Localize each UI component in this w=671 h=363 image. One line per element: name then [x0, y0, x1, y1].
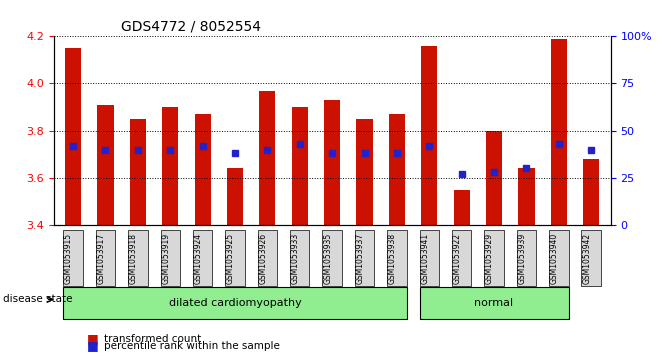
Text: GSM1053917: GSM1053917 [97, 233, 105, 284]
FancyBboxPatch shape [419, 230, 439, 286]
Text: GSM1053918: GSM1053918 [129, 233, 138, 284]
Text: GSM1053919: GSM1053919 [161, 233, 170, 284]
FancyBboxPatch shape [323, 230, 342, 286]
Text: GSM1053929: GSM1053929 [485, 233, 494, 284]
FancyBboxPatch shape [387, 230, 407, 286]
FancyBboxPatch shape [419, 287, 568, 319]
Text: GSM1053941: GSM1053941 [420, 233, 429, 284]
Bar [162, 107, 178, 225]
FancyBboxPatch shape [517, 230, 536, 286]
FancyBboxPatch shape [484, 230, 504, 286]
Text: transformed count: transformed count [104, 334, 201, 344]
Text: GSM1053942: GSM1053942 [582, 233, 591, 284]
Text: GDS4772 / 8052554: GDS4772 / 8052554 [121, 20, 260, 34]
FancyBboxPatch shape [290, 230, 309, 286]
Bar [389, 114, 405, 225]
FancyBboxPatch shape [452, 230, 471, 286]
Bar [454, 190, 470, 225]
FancyBboxPatch shape [63, 287, 407, 319]
FancyBboxPatch shape [96, 230, 115, 286]
Bar [65, 48, 81, 225]
Text: percentile rank within the sample: percentile rank within the sample [104, 341, 280, 351]
Bar [356, 119, 372, 225]
FancyBboxPatch shape [549, 230, 568, 286]
Text: ■: ■ [87, 339, 99, 352]
FancyBboxPatch shape [63, 230, 83, 286]
Text: GSM1053935: GSM1053935 [323, 233, 332, 284]
Text: GSM1053924: GSM1053924 [194, 233, 203, 284]
Text: GSM1053940: GSM1053940 [550, 233, 559, 284]
Text: GSM1053939: GSM1053939 [517, 233, 527, 284]
Bar [421, 46, 437, 225]
FancyBboxPatch shape [582, 230, 601, 286]
Text: GSM1053926: GSM1053926 [258, 233, 267, 284]
Bar [292, 107, 308, 225]
FancyBboxPatch shape [355, 230, 374, 286]
Text: GSM1053937: GSM1053937 [356, 233, 364, 284]
FancyBboxPatch shape [128, 230, 148, 286]
Text: GSM1053925: GSM1053925 [226, 233, 235, 284]
Text: dilated cardiomyopathy: dilated cardiomyopathy [168, 298, 301, 309]
Bar [130, 119, 146, 225]
Text: GSM1053922: GSM1053922 [453, 233, 462, 284]
Text: GSM1053938: GSM1053938 [388, 233, 397, 284]
FancyBboxPatch shape [160, 230, 180, 286]
Text: normal: normal [474, 298, 513, 309]
Text: GSM1053933: GSM1053933 [291, 233, 300, 284]
Text: ■: ■ [87, 332, 99, 345]
Bar [551, 38, 567, 225]
Bar [195, 114, 211, 225]
FancyBboxPatch shape [225, 230, 245, 286]
Text: disease state: disease state [3, 294, 73, 305]
Bar [259, 91, 276, 225]
Bar [486, 131, 502, 225]
Bar [583, 159, 599, 225]
Bar [97, 105, 113, 225]
Bar [227, 168, 243, 225]
FancyBboxPatch shape [193, 230, 212, 286]
Bar [324, 100, 340, 225]
FancyBboxPatch shape [258, 230, 277, 286]
Bar [518, 168, 535, 225]
Text: GSM1053915: GSM1053915 [64, 233, 73, 284]
